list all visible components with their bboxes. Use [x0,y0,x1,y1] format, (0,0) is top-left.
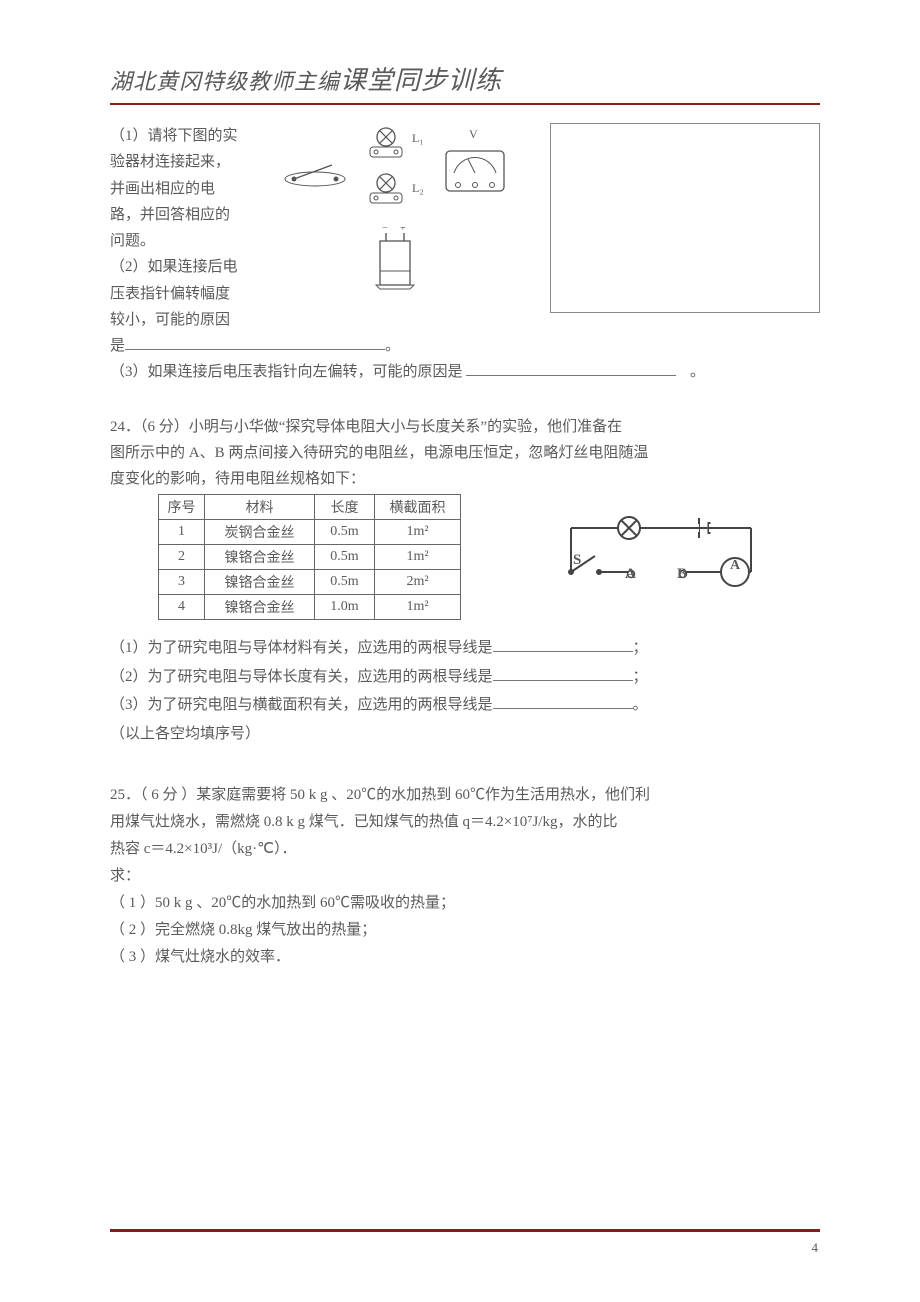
l2-label: L₂ [412,181,424,196]
q25-l2: 用煤气灶烧水，需燃烧 0.8 k g 煤气．已知煤气的热值 q＝4.2×10⁷J… [110,809,820,836]
cell: 4 [159,595,205,620]
switch-icon [280,159,350,189]
q25-l4: 求： [110,863,820,890]
q24-line3: （3）为了研究电阻与横截面积有关，应选用的两根导线是 。 [110,691,820,720]
cell: 2 [159,545,205,570]
th-se2: 序号 [159,495,205,520]
q23-line3: （3）如果连接后电压表指针向左偏转，可能的原因是 。 [110,359,820,385]
q24-l2-pre: （2）为了研究电阻与导体长度有关，应选用的两根导线是 [110,669,493,685]
page-header: 湖北黄冈特级教师主编课堂同步训练 [110,60,820,105]
q23-l5: 问题。 [110,228,260,254]
cell: 3 [159,570,205,595]
footer-rule [110,1229,820,1232]
q24-line1: （1）为了研究电阻与导体材料有关，应选用的两根导线是 ； [110,634,820,663]
table-row: 3 镍铬合金丝 0.5m 2m² [159,570,461,595]
table-header-row: 序号 材料 长度 横截面积 [159,495,461,520]
q23-period1: 。 [385,338,400,354]
b-terminal-label: B [677,566,687,583]
q25-l6: （ 2 ）完全燃烧 0.8kg 煤气放出的热量； [110,917,820,944]
q23-l2: 验器材连接起来， [110,149,260,175]
q24-l3-pre: （3）为了研究电阻与横截面积有关，应选用的两根导线是 [110,697,493,713]
q25-l7: （ 3 ）煤气灶烧水的效率． [110,944,820,971]
q23-period2: 。 [690,364,705,380]
bulb-l2-icon [360,169,412,211]
q24-sub-questions: （1）为了研究电阻与导体材料有关，应选用的两根导线是 ； （2）为了研究电阻与导体… [110,634,820,748]
header-prefix: 湖北黄冈特级教师主编 [110,69,340,94]
battery-icon: − + [370,227,420,293]
v-label: V [469,127,478,142]
th-len: 长度 [315,495,375,520]
cell: 1.0m [315,595,375,620]
q23-answer-box [550,123,820,313]
bulb-l1-icon [360,123,412,165]
th-area: 横截面积 [375,495,461,520]
cell: 1m² [375,520,461,545]
cell: 0.5m [315,520,375,545]
question-25: 25．（ 6 分 ）某家庭需要将 50 k g 、20℃的水加热到 60℃作为生… [110,782,820,971]
question-24: 24．（6 分）小明与小华做“探究导体电阻大小与长度关系”的实验，他们准备在 图… [110,414,820,749]
table-row: 2 镍铬合金丝 0.5m 1m² [159,545,461,570]
blank-line [466,361,676,376]
q23-l8: 较小，可能的原因 [110,307,260,333]
q23-p3-prefix: （3）如果连接后电压表指针向左偏转，可能的原因是 [110,364,463,380]
page-number: 4 [812,1240,819,1256]
q25-l3: 热容 c＝4.2×10³J/（kg·℃）． [110,836,820,863]
cell: 1m² [375,595,461,620]
q24-l1-suf: ； [633,640,648,656]
q25-l5: （ 1 ）50 k g 、20℃的水加热到 60℃需吸收的热量； [110,890,820,917]
q24-intro-l2: 图所示中的 A、B 两点间接入待研究的电阻丝，电源电压恒定，忽略灯丝电阻随温 [110,440,820,466]
s-label: S [573,552,581,569]
a-terminal-label: A [625,566,636,583]
table-row: 1 炭钢合金丝 0.5m 1m² [159,520,461,545]
cell: 镍铬合金丝 [205,545,315,570]
wire-spec-table: 序号 材料 长度 横截面积 1 炭钢合金丝 0.5m 1m² 2 镍铬合金丝 [158,494,461,620]
blank-line [493,666,633,681]
cell: 镍铬合金丝 [205,570,315,595]
q23-components-diagram: L₁ L₂ [280,123,520,303]
q23-left-text: （1）请将下图的实 验器材连接起来， 并画出相应的电 路，并回答相应的 问题。 … [110,123,260,333]
q23-l3: 并画出相应的电 [110,176,260,202]
ammeter-label: A [730,558,740,574]
q23-l1: （1）请将下图的实 [110,123,260,149]
cell: 1 [159,520,205,545]
q24-note: （以上各空均填序号） [110,720,820,749]
cell: 1m² [375,545,461,570]
q24-intro-l1: 24．（6 分）小明与小华做“探究导体电阻大小与长度关系”的实验，他们准备在 [110,414,820,440]
blank-line [493,694,633,709]
th-mat: 材料 [205,495,315,520]
q24-table: 序号 材料 长度 横截面积 1 炭钢合金丝 0.5m 1m² 2 镍铬合金丝 [158,494,461,620]
q23-l9: 是。 [110,333,820,359]
q24-l3-suf: 。 [633,697,648,713]
q24-intro: 24．（6 分）小明与小华做“探究导体电阻大小与长度关系”的实验，他们准备在 图… [110,414,820,493]
q24-l2-suf: ； [633,669,648,685]
q23-l6: （2）如果连接后电 [110,254,260,280]
header-main: 课堂同步训练 [340,66,502,95]
l1-label: L₁ [412,131,424,146]
q24-line2: （2）为了研究电阻与导体长度有关，应选用的两根导线是 ； [110,663,820,692]
cell: 0.5m [315,545,375,570]
q24-circuit-diagram: S A B A [551,494,771,615]
q24-intro-l3: 度变化的影响，待用电阻丝规格如下： [110,466,820,492]
q24-l1-pre: （1）为了研究电阻与导体材料有关，应选用的两根导线是 [110,640,493,656]
svg-text:−: − [382,227,388,234]
voltmeter-icon [440,145,510,199]
table-row: 4 镍铬合金丝 1.0m 1m² [159,595,461,620]
q25-l1: 25．（ 6 分 ）某家庭需要将 50 k g 、20℃的水加热到 60℃作为生… [110,782,820,809]
blank-line [125,335,385,350]
question-23: （1）请将下图的实 验器材连接起来， 并画出相应的电 路，并回答相应的 问题。 … [110,123,820,386]
q23-l4: 路，并回答相应的 [110,202,260,228]
svg-text:+: + [400,227,406,234]
q23-l9-prefix: 是 [110,338,125,354]
blank-line [493,637,633,652]
cell: 2m² [375,570,461,595]
cell: 0.5m [315,570,375,595]
cell: 炭钢合金丝 [205,520,315,545]
q23-l7: 压表指针偏转幅度 [110,281,260,307]
cell: 镍铬合金丝 [205,595,315,620]
